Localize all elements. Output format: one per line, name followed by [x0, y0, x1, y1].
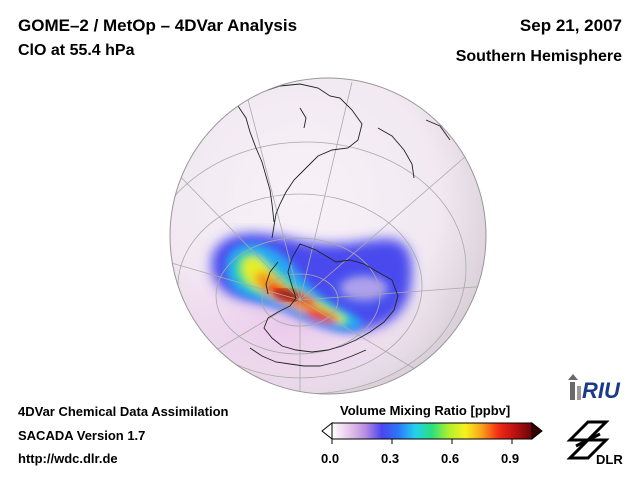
plot-date: Sep 21, 2007 — [519, 16, 622, 35]
dlr-logo: DLR — [566, 420, 623, 467]
plot-title: GOME–2 / MetOp – 4DVar Analysis — [18, 16, 298, 35]
globe-map — [169, 77, 487, 395]
footer-line-2: SACADA Version 1.7 — [18, 428, 146, 443]
colorbar-tick-label: 0.9 — [501, 451, 520, 466]
colorbar-tick-label: 0.6 — [441, 451, 460, 466]
globe-outline — [169, 77, 487, 395]
riu-logo-text: RIU — [582, 378, 621, 403]
plot-region: Southern Hemisphere — [455, 48, 622, 65]
riu-logo: RIU — [568, 374, 621, 403]
colorbar — [321, 421, 543, 444]
plot-subtitle: ClO at 55.4 hPa — [18, 42, 135, 59]
footer-line-1: 4DVar Chemical Data Assimilation — [18, 404, 229, 419]
colorbar-min-arrow — [321, 421, 333, 441]
dlr-logo-text: DLR — [596, 452, 623, 467]
colorbar-tick-label: 0.0 — [321, 451, 340, 466]
colorbar-gradient — [331, 422, 533, 440]
footer-url: http://wdc.dlr.de — [18, 451, 118, 466]
globe-body — [170, 78, 486, 394]
colorbar-tick-label: 0.3 — [381, 451, 400, 466]
colorbar-title: Volume Mixing Ratio [ppbv] — [340, 403, 511, 418]
colorbar-max-arrow — [531, 421, 543, 441]
